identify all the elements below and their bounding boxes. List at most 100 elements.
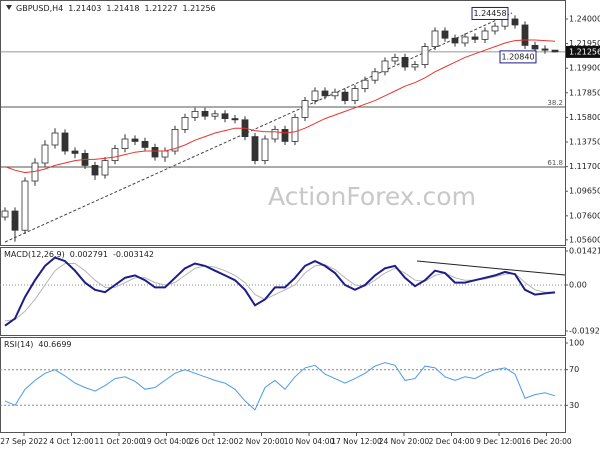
candle-body xyxy=(341,91,349,101)
y-tick-label: 0.014214 xyxy=(569,247,600,256)
candle-body xyxy=(61,132,69,152)
candle-body xyxy=(461,36,469,44)
x-tick-label: 19 Oct 04:00 xyxy=(142,437,191,446)
candle-body xyxy=(471,36,479,40)
x-tick-label: 4 Oct 12:00 xyxy=(49,437,93,446)
price-label: 1.24458 xyxy=(473,9,506,18)
y-tick-label: 1.11700 xyxy=(569,162,600,171)
y-tick-label: 1.17850 xyxy=(569,88,600,97)
candle-body xyxy=(441,30,449,39)
x-tick-label: 10 Nov 04:00 xyxy=(284,437,335,446)
menu-icon xyxy=(6,5,12,10)
x-tick-label: 11 Oct 20:00 xyxy=(95,437,144,446)
y-tick-label: 1.05600 xyxy=(569,235,600,244)
header-value: 0.002791 xyxy=(70,250,108,259)
panel-header: MACD(12,26,9) 0.002791 -0.003142 xyxy=(4,250,154,259)
trend-line xyxy=(4,12,513,243)
y-tick-label: 1.09650 xyxy=(569,187,600,196)
candle-body xyxy=(131,138,139,142)
last-price-box xyxy=(566,45,600,58)
candle-body xyxy=(21,180,29,231)
macd-signal xyxy=(4,263,555,322)
candle-body xyxy=(271,129,279,140)
candle-body xyxy=(11,210,19,231)
candle-body xyxy=(411,64,419,68)
y-tick-label: -0.019212 xyxy=(569,326,600,335)
y-tick-label: 1.19900 xyxy=(569,64,600,73)
panel-title: RSI(14) xyxy=(4,340,33,349)
candle-body xyxy=(201,110,209,117)
candle-body xyxy=(551,49,559,53)
header-value: 1.21256 xyxy=(183,4,216,13)
candle-body xyxy=(361,79,369,89)
x-tick-label: 9 Dec 12:00 xyxy=(476,437,522,446)
candle-body xyxy=(481,30,489,40)
y-tick-label: 70 xyxy=(569,365,579,374)
panel-title: GBPUSD,H4 xyxy=(16,4,63,13)
watermark: ActionForex.com xyxy=(268,182,476,211)
candle-body xyxy=(251,136,259,162)
y-tick-label: 30 xyxy=(569,401,579,410)
last-price-label: 1.21256 xyxy=(569,47,600,56)
candle-body xyxy=(401,56,409,68)
candle-body xyxy=(421,46,429,65)
candle-body xyxy=(191,110,199,118)
candle-body xyxy=(211,113,219,117)
candle-body xyxy=(511,18,519,26)
candle-body xyxy=(51,132,59,146)
candle-body xyxy=(261,138,269,162)
candle-body xyxy=(281,129,289,142)
header-value: 1.21418 xyxy=(106,4,139,13)
candle-body xyxy=(161,150,169,158)
x-tick-label: 26 Oct 12:00 xyxy=(190,437,239,446)
candle-body xyxy=(311,90,319,101)
macd-panel xyxy=(0,247,566,336)
candle-body xyxy=(301,100,309,118)
fib-label: 38.2 xyxy=(547,99,563,107)
x-tick-label: 2 Dec 04:00 xyxy=(429,437,475,446)
candle-body xyxy=(391,56,399,62)
candle-body xyxy=(331,91,339,97)
price-label-box xyxy=(471,6,509,20)
header-value: -0.003142 xyxy=(113,250,154,259)
candle-body xyxy=(521,24,529,46)
candle-body xyxy=(381,60,389,73)
moving-average xyxy=(4,39,556,174)
price-label: 1.20840 xyxy=(501,52,534,61)
panel-title: MACD(12,26,9) xyxy=(4,250,65,259)
y-tick-label: 0.00 xyxy=(569,281,587,290)
candle-body xyxy=(431,30,439,47)
candle-body xyxy=(101,160,109,176)
candle-body xyxy=(181,116,189,130)
header-value: 40.6699 xyxy=(38,340,71,349)
rsi-panel xyxy=(0,337,566,433)
y-tick-label: 1.24000 xyxy=(569,14,600,23)
x-tick-label: 27 Sep 2022 xyxy=(0,437,48,446)
candle-body xyxy=(491,25,499,32)
candle-body xyxy=(91,165,99,176)
panel-header: RSI(14) 40.6699 xyxy=(4,340,72,349)
candle-body xyxy=(321,90,329,97)
rsi-line xyxy=(4,362,556,411)
macd-main xyxy=(4,256,556,327)
price-panel xyxy=(0,0,566,246)
candle-body xyxy=(231,118,239,121)
y-tick-label: 1.07600 xyxy=(569,211,600,220)
candle-body xyxy=(171,129,179,152)
price-label-box xyxy=(499,50,537,64)
panel-header: GBPUSD,H4 1.21403 1.21418 1.21227 1.21256 xyxy=(16,4,216,13)
candle-body xyxy=(221,113,229,119)
x-tick-label: 24 Nov 20:00 xyxy=(379,437,430,446)
candle-body xyxy=(531,44,539,50)
candle-body xyxy=(141,141,149,148)
candle-body xyxy=(1,210,9,218)
header-value: 1.21403 xyxy=(68,4,101,13)
candle-body xyxy=(41,144,49,164)
candle-body xyxy=(541,48,549,51)
y-tick-label: 1.13750 xyxy=(569,138,600,147)
candle-body xyxy=(451,37,459,44)
candle-body xyxy=(501,18,509,27)
